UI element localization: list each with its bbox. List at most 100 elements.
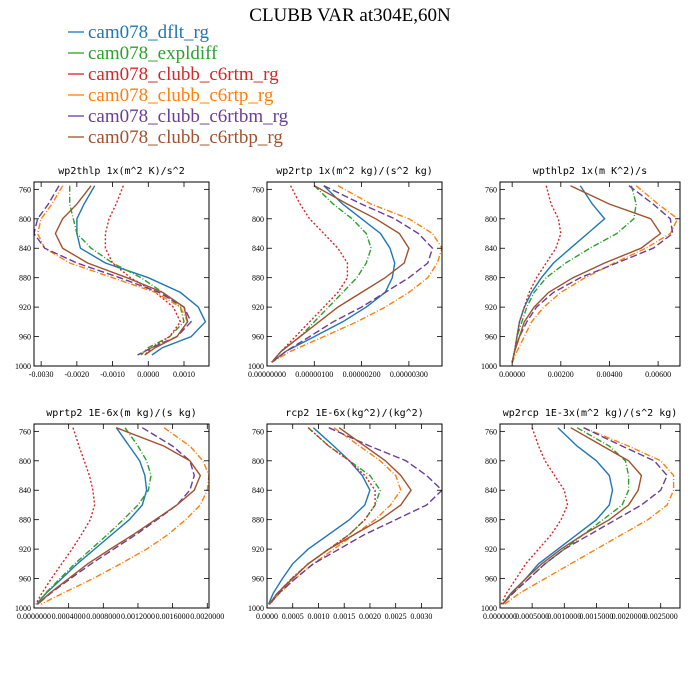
x-tick-label: 0.0000 [256,612,278,621]
series-line-6 [37,427,202,605]
legend-entry: cam078_clubb_c6rtbp_rg [88,127,283,148]
x-tick-label: 0.0025000 [644,612,678,621]
series-line-3 [268,427,376,605]
x-tick-label: 0.0015 [333,612,355,621]
legend-entry: cam078_clubb_c6rtp_rg [88,85,274,106]
y-tick-label: 920 [485,303,497,312]
chart-panel-2: wp2rtp 1x(m^2 kg)/(s^2 kg) 760 800 840 880 92… [248,166,443,379]
panel-title: wp2thlp 1x(m^2 K)/s^2 [58,166,184,177]
y-tick-label: 800 [485,215,497,224]
y-tick-label: 1000 [248,604,264,613]
panel-title: wprtp2 1E-6x(m kg)/(s kg) [46,408,197,419]
legend-entry: cam078_expldiff [88,43,218,64]
series-line-4 [36,185,189,356]
series-line-3 [35,427,96,605]
x-tick-label: 0.0000 [137,370,159,379]
y-tick-label: 1000 [481,604,497,613]
series-line-4 [269,427,402,605]
series-line-2 [271,185,372,363]
figure-title: CLUBB VAR at304E,60N [249,5,451,26]
chart-panel-5: rcp2 1E-6x(kg^2)/(kg^2) 760 800 840 880 920 96… [248,408,443,621]
x-tick-label: 0.0015000 [579,612,613,621]
y-tick-label: 840 [252,486,264,495]
series-line-3 [104,185,182,356]
series-line-6 [511,185,662,363]
x-tick-label: 0.00200 [548,370,574,379]
y-tick-label: 800 [252,457,264,466]
plot-frame [499,423,681,609]
x-tick-label: 0.00000100 [295,370,333,379]
y-tick-label: 800 [485,457,497,466]
panels: wp2thlp 1x(m^2 K)/s^2 760 800 840 880 920 960 1… [15,166,681,621]
x-tick-label: 0.0020000 [612,612,646,621]
x-tick-label: 0.0020 [359,612,381,621]
x-tick-label: 0.0010 [173,370,195,379]
y-tick-label: 920 [252,545,264,554]
chart-panel-3: wpthlp2 1x(m K^2)/s 760 800 840 880 920 960 100… [481,166,681,379]
y-tick-label: 960 [252,333,264,342]
y-tick-label: 920 [252,303,264,312]
y-tick-label: 760 [485,185,497,194]
y-tick-label: 840 [19,244,31,253]
legend-entry: cam078_clubb_c6rtbm_rg [88,106,289,127]
series-line-1 [36,427,148,605]
x-tick-label: 0.0016000 [156,612,190,621]
series-line-2 [68,185,185,356]
y-tick-label: 760 [19,185,31,194]
series-line-2 [36,427,152,605]
y-tick-label: 960 [252,575,264,584]
y-tick-label: 960 [485,333,497,342]
x-tick-label: 0.0010000 [547,612,581,621]
x-tick-label: 0.0020000 [190,612,224,621]
y-tick-label: 760 [19,427,31,436]
x-tick-label: 0.0010 [307,612,329,621]
series-line-3 [500,427,569,605]
series-line-1 [502,427,614,605]
y-tick-label: 1000 [15,362,31,371]
series-line-1 [271,185,396,363]
x-tick-label: 0.0005 [282,612,304,621]
series-line-4 [271,185,442,363]
series-line-5 [502,427,668,605]
series-line-5 [271,185,434,363]
x-tick-label: 0.0025 [385,612,407,621]
series-line-6 [54,185,189,356]
y-tick-label: 920 [485,545,497,554]
x-tick-label: 0.00600 [645,370,671,379]
y-tick-label: 760 [252,427,264,436]
panel-title: wp2rcp 1E-3x(m^2 kg)/(s^2 kg) [503,408,678,419]
chart-panel-6: wp2rcp 1E-3x(m^2 kg)/(s^2 kg) 760 800 840 88… [481,408,681,621]
series-line-6 [268,427,412,605]
y-tick-label: 920 [19,545,31,554]
series-line-3 [511,185,562,363]
y-tick-label: 1000 [15,604,31,613]
series-line-5 [37,427,196,605]
series-line-1 [511,185,606,363]
plot-frame [33,181,210,367]
x-tick-label: 0.0000000 [483,612,517,621]
plot-frame [266,181,443,367]
y-tick-label: 1000 [481,362,497,371]
y-tick-label: 960 [19,333,31,342]
x-tick-label: 0.0030 [410,612,432,621]
series-line-2 [502,427,630,605]
series-line-5 [34,185,192,356]
chart-panel-1: wp2thlp 1x(m^2 K)/s^2 760 800 840 880 920 960 1… [15,166,210,379]
x-tick-label: 0.00000000 [248,370,286,379]
legend-entry: cam078_dflt_rg [88,22,210,43]
x-tick-label: 0.0012000 [121,612,155,621]
x-tick-label: 0.0005000 [515,612,549,621]
plot-frame [33,423,210,609]
x-tick-label: 0.00000300 [390,370,428,379]
series-line-4 [504,427,675,605]
panel-title: wpthlp2 1x(m K^2)/s [533,166,647,177]
y-tick-label: 960 [485,575,497,584]
y-tick-label: 760 [485,427,497,436]
series-line-1 [76,185,207,356]
x-tick-label: 0.00000 [499,370,525,379]
x-tick-label: 0.0004000 [52,612,86,621]
panel-title: rcp2 1E-6x(kg^2)/(kg^2) [285,408,423,419]
y-tick-label: 760 [252,185,264,194]
y-tick-label: 840 [252,244,264,253]
